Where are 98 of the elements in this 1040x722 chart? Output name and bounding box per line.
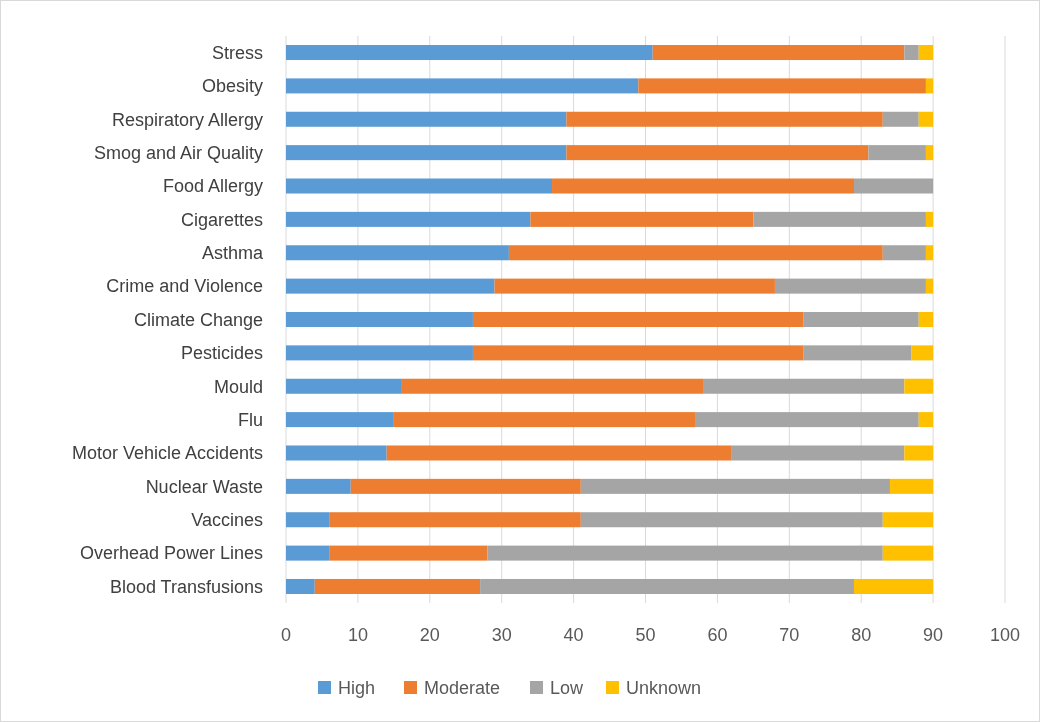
bar (925, 278, 934, 294)
bar (508, 245, 883, 261)
bar (652, 45, 905, 61)
bar (695, 412, 919, 428)
bar (882, 512, 934, 528)
x-tick-label: 10 (347, 625, 368, 645)
bar (286, 445, 387, 461)
bar (286, 412, 394, 428)
x-tick-label: 80 (851, 625, 872, 645)
bar (925, 211, 934, 227)
bar (904, 445, 934, 461)
bar (472, 311, 804, 328)
bar (286, 311, 473, 328)
y-tick-label: Mould (213, 376, 263, 397)
bar (882, 545, 934, 561)
bar (918, 412, 934, 428)
bar (925, 245, 934, 261)
bar (731, 445, 905, 461)
y-tick-label: Food Allergy (162, 176, 263, 197)
bar (918, 311, 934, 328)
bar (638, 78, 926, 94)
bar (552, 178, 855, 194)
bar (286, 211, 531, 227)
y-tick-label: Overhead Power Lines (79, 543, 263, 564)
x-tick-label: 40 (563, 625, 584, 645)
bar (774, 278, 926, 294)
bar (882, 245, 926, 261)
x-tick-label: 20 (419, 625, 440, 645)
y-tick-label: Vaccines (191, 510, 263, 531)
bar (580, 512, 883, 528)
bar (286, 278, 495, 294)
y-tick-label: Cigarettes (180, 209, 263, 230)
y-tick-label: Crime and Violence (106, 276, 263, 297)
x-tick-label: 90 (923, 625, 944, 645)
x-tick-label: 30 (491, 625, 512, 645)
bar (480, 578, 855, 594)
x-tick-label: 0 (280, 625, 292, 645)
bar (286, 578, 315, 594)
y-tick-label: Obesity (201, 76, 263, 97)
legend-label: Unknown (626, 678, 702, 698)
x-tick-label: 50 (635, 625, 656, 645)
bar (286, 512, 330, 528)
bar (286, 145, 567, 161)
y-tick-label: Stress (211, 42, 263, 63)
y-tick-label: Respiratory Allergy (111, 109, 263, 130)
y-tick-label: Blood Transfusions (109, 576, 263, 597)
y-tick-label: Climate Change (133, 309, 263, 330)
bar (401, 378, 704, 394)
bar (904, 45, 919, 61)
bar (286, 345, 473, 361)
bar (472, 345, 804, 361)
legend-label: Moderate (424, 678, 501, 698)
bar (286, 111, 567, 127)
bar (580, 478, 890, 494)
bar (925, 145, 934, 161)
bar (329, 512, 581, 528)
bar (314, 578, 481, 594)
bar (703, 378, 905, 394)
y-tick-label: Smog and Air Quality (93, 142, 263, 163)
bar (566, 111, 883, 127)
y-tick-label: Flu (237, 409, 263, 430)
bar (494, 278, 775, 294)
bar (286, 245, 509, 261)
x-tick-label: 60 (707, 625, 728, 645)
bar (882, 111, 919, 127)
bar (286, 378, 402, 394)
bar (868, 145, 926, 161)
bar (803, 311, 919, 328)
bar (918, 45, 934, 61)
y-tick-label: Nuclear Waste (145, 476, 263, 497)
bar (889, 478, 934, 494)
legend-label: Low (550, 678, 585, 698)
bar (854, 578, 934, 594)
bar (286, 178, 553, 194)
y-tick-label: Pesticides (180, 343, 263, 364)
bar (566, 145, 869, 161)
bar (530, 211, 754, 227)
bar (286, 478, 351, 494)
bar (286, 45, 653, 61)
x-tick-label: 70 (779, 625, 800, 645)
x-tick-label: 100 (989, 625, 1021, 645)
bar (286, 78, 639, 94)
legend-label: High (338, 678, 376, 698)
y-tick-label: Motor Vehicle Accidents (71, 443, 263, 464)
bar (918, 111, 934, 127)
bar (854, 178, 934, 194)
bar (753, 211, 926, 227)
bar (286, 545, 330, 561)
bar (329, 545, 488, 561)
bar (925, 78, 934, 94)
bar (487, 545, 883, 561)
bar (911, 345, 934, 361)
y-tick-label: Asthma (201, 243, 264, 264)
bar (386, 445, 732, 461)
bar (904, 378, 934, 394)
bar (803, 345, 912, 361)
bar (393, 412, 696, 428)
bar (350, 478, 581, 494)
